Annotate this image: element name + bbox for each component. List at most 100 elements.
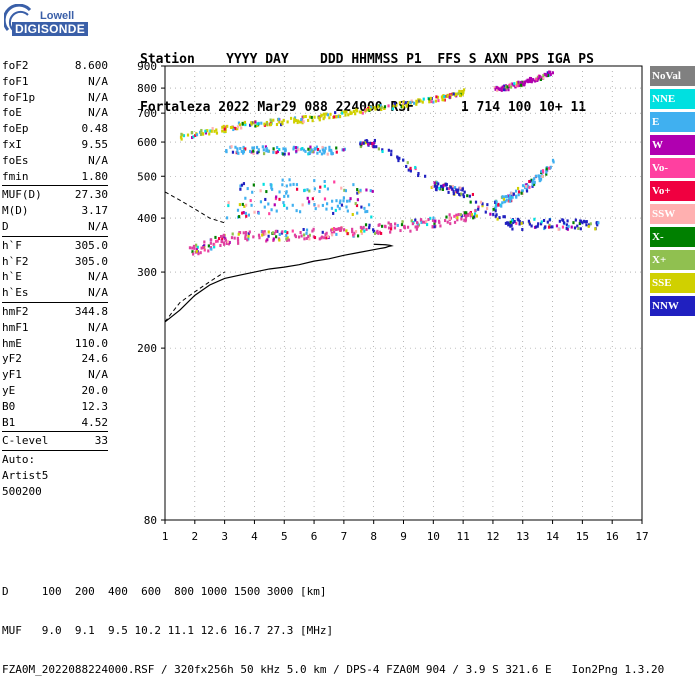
echo-point — [282, 201, 285, 205]
echo-point — [506, 221, 509, 225]
echo-point — [295, 187, 299, 191]
echo-point — [190, 131, 194, 135]
param-name: h`F — [2, 238, 22, 252]
echo-point — [186, 133, 190, 137]
param-separator — [2, 185, 108, 187]
echo-point — [311, 229, 314, 233]
echo-point — [240, 183, 244, 187]
param-value: N/A — [88, 320, 108, 334]
echo-point — [456, 188, 459, 192]
echo-point — [389, 230, 392, 234]
echo-point — [516, 186, 520, 190]
echo-point — [540, 220, 543, 224]
echo-point — [502, 197, 506, 201]
echo-point — [324, 146, 327, 150]
echo-point — [321, 203, 324, 207]
echo-point — [536, 224, 539, 228]
param-value: N/A — [88, 219, 108, 233]
echo-point — [561, 225, 565, 229]
echo-point — [277, 117, 280, 121]
echo-point — [500, 204, 503, 208]
param-row: h`E N/A — [2, 269, 108, 285]
echo-point — [545, 170, 548, 174]
echo-point — [219, 244, 222, 248]
echo-point — [503, 200, 506, 204]
echo-point — [510, 223, 513, 227]
echo-point — [246, 238, 249, 242]
echo-point — [192, 135, 195, 139]
echo-point — [230, 145, 233, 149]
echo-point — [303, 237, 306, 241]
echo-point — [252, 146, 255, 150]
echo-point — [244, 236, 247, 240]
y-tick-label: 800 — [137, 82, 157, 95]
echo-point — [368, 226, 371, 230]
echo-point — [551, 71, 554, 75]
echo-point — [215, 128, 218, 132]
echo-point — [587, 224, 590, 228]
echo-point — [223, 127, 226, 131]
echo-point — [330, 228, 333, 232]
echo-point — [521, 80, 525, 84]
echo-point — [220, 234, 223, 238]
echo-point — [259, 200, 263, 204]
echo-point — [467, 213, 470, 217]
echo-point — [272, 118, 275, 122]
echo-point — [351, 233, 355, 237]
echo-point — [278, 148, 281, 152]
echo-point — [208, 132, 211, 136]
echo-point — [549, 165, 552, 169]
echo-point — [574, 218, 577, 222]
x-tick-label: 10 — [427, 530, 440, 543]
echo-point — [417, 223, 421, 227]
ionospheric-parameters: foF2 8.600 foF1 N/A foF1p N/A foE N/A foEp 0.48 fx… — [2, 58, 108, 500]
echo-point — [345, 110, 348, 114]
x-tick-label: 9 — [400, 530, 407, 543]
echo-point — [495, 86, 498, 90]
echo-point — [342, 199, 345, 203]
echo-point — [352, 183, 355, 187]
echo-point — [218, 237, 221, 241]
echo-point — [387, 226, 391, 230]
echo-point — [313, 236, 317, 240]
echo-point — [323, 151, 326, 155]
echo-point — [242, 182, 246, 186]
echo-point — [548, 166, 551, 170]
echo-point — [410, 99, 413, 103]
echo-point — [562, 221, 566, 225]
param-name: C-level — [2, 434, 49, 448]
echo-point — [437, 219, 441, 223]
echo-point — [422, 220, 425, 224]
echo-point — [537, 77, 540, 81]
echo-point — [319, 185, 322, 189]
echo-point — [538, 179, 541, 183]
y-tick-label: 600 — [137, 136, 157, 149]
echo-point — [259, 189, 262, 193]
echo-point — [463, 211, 467, 215]
echo-point — [372, 229, 376, 233]
echo-point — [299, 231, 302, 235]
echo-point — [492, 212, 495, 216]
echo-point — [250, 150, 253, 154]
echo-point — [346, 209, 349, 213]
echo-point — [456, 190, 459, 194]
echo-point — [275, 209, 278, 213]
echo-point — [437, 99, 440, 103]
echo-point — [304, 149, 307, 153]
echo-point — [330, 150, 333, 154]
echo-point — [257, 211, 260, 215]
echo-point — [318, 189, 321, 193]
echo-point — [199, 251, 202, 255]
echo-point — [344, 113, 347, 117]
echo-point — [338, 201, 342, 205]
echo-point — [239, 146, 242, 150]
echo-point — [526, 78, 529, 82]
echo-point — [275, 123, 279, 127]
echo-point — [498, 88, 501, 92]
param-row: yF2 24.6 — [2, 351, 108, 367]
echo-point — [443, 98, 446, 102]
param-row: hmF2 344.8 — [2, 304, 108, 320]
echo-point — [464, 214, 468, 218]
echo-point — [360, 231, 363, 235]
echo-point — [572, 221, 575, 225]
